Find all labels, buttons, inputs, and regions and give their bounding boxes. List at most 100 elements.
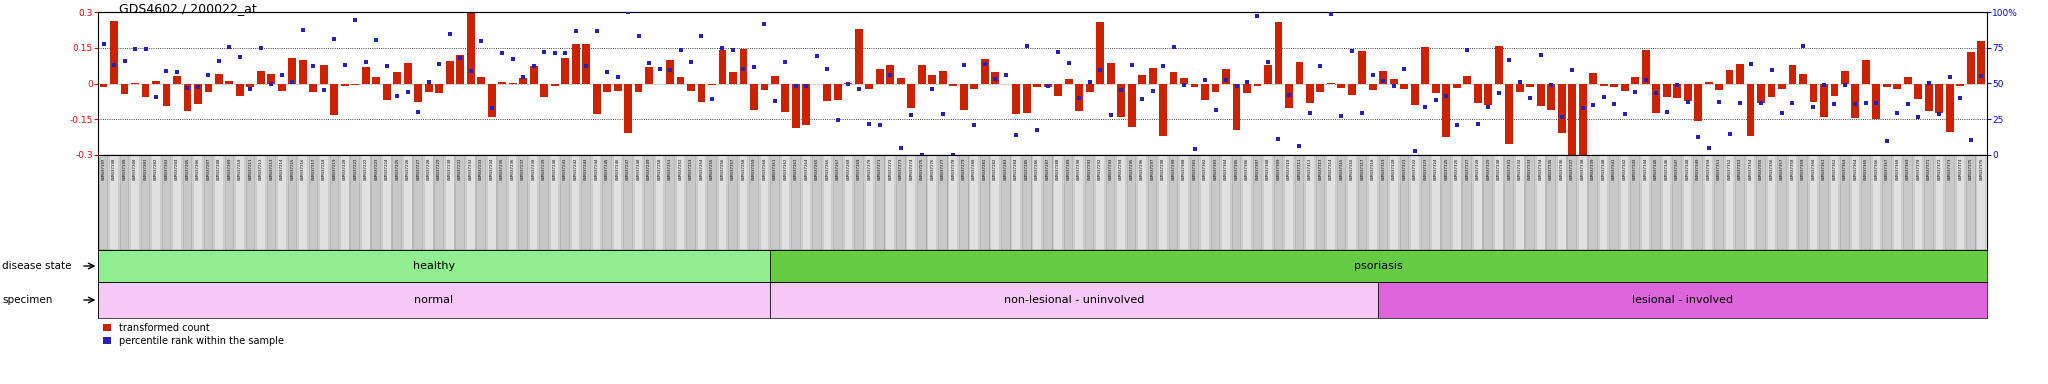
Point (88, 41, 121, 47)
Bar (1483, 155, 1493, 250)
Text: GSM337238: GSM337238 (532, 158, 537, 180)
Point (193, 72, 225, 78)
Bar (1296, 62, 1303, 83)
Bar (1137, 155, 1147, 250)
Bar (1253, 83, 1262, 86)
Point (1325, 113, 1358, 119)
Text: GSM337344: GSM337344 (1645, 158, 1649, 180)
Bar (457, 55, 465, 83)
Point (496, 56, 528, 62)
Text: GSM337237: GSM337237 (520, 158, 524, 180)
Bar (612, 155, 623, 250)
Point (1272, 93, 1305, 99)
Point (1020, 127, 1053, 133)
Text: GSM337250: GSM337250 (657, 158, 662, 180)
Bar (403, 155, 412, 250)
Bar (373, 77, 381, 83)
Text: GSM337348: GSM337348 (1686, 158, 1690, 180)
Text: GSM337368: GSM337368 (1894, 158, 1898, 180)
Text: GSM337336: GSM337336 (1561, 158, 1565, 180)
Bar (1663, 83, 1671, 97)
Bar (1653, 83, 1661, 113)
Bar (854, 28, 862, 83)
Point (287, 27, 319, 33)
Point (1210, 77, 1243, 83)
Bar (414, 83, 422, 102)
Point (1440, 122, 1473, 128)
Point (643, 66, 676, 72)
Bar (1915, 83, 1923, 99)
Point (915, 86, 948, 92)
Bar (864, 155, 874, 250)
Bar (866, 83, 872, 89)
Point (580, 28, 612, 34)
Point (1577, 101, 1610, 108)
Bar (1559, 83, 1565, 133)
Point (1315, 11, 1348, 17)
Point (1776, 100, 1808, 106)
Bar (1085, 155, 1094, 250)
Text: GSM337322: GSM337322 (1413, 158, 1417, 180)
Point (674, 59, 707, 65)
Text: GSM337357: GSM337357 (1780, 158, 1784, 180)
Point (1346, 110, 1378, 116)
Bar (455, 155, 465, 250)
Point (1640, 89, 1673, 96)
Bar (834, 155, 842, 250)
Bar (1001, 155, 1010, 250)
Text: GSM337316: GSM337316 (1350, 158, 1354, 180)
Bar (1442, 83, 1450, 137)
Text: GSM337284: GSM337284 (1014, 158, 1018, 180)
Point (1241, 13, 1274, 19)
Bar (434, 155, 444, 250)
Bar (1200, 83, 1208, 100)
Point (1294, 109, 1327, 116)
Bar (1190, 155, 1200, 250)
Bar (1778, 155, 1786, 250)
Bar (1243, 83, 1251, 93)
Bar (1305, 155, 1315, 250)
Text: GSM337273: GSM337273 (899, 158, 903, 180)
Text: GSM337305: GSM337305 (1235, 158, 1239, 180)
Bar (184, 83, 190, 111)
Text: GSM337375: GSM337375 (1968, 158, 1972, 180)
Point (1137, 88, 1169, 94)
Point (1681, 134, 1714, 140)
Text: GSM337199: GSM337199 (123, 158, 127, 180)
Point (1221, 83, 1253, 89)
Bar (1065, 79, 1073, 83)
Point (821, 117, 854, 123)
Bar (666, 155, 676, 250)
Point (1892, 101, 1925, 107)
Point (1903, 114, 1935, 120)
Bar (1284, 83, 1292, 108)
Bar (1378, 155, 1389, 250)
Point (612, 9, 645, 15)
Point (328, 61, 360, 68)
Bar (1831, 83, 1839, 96)
Bar (1452, 83, 1460, 88)
Text: GSM337218: GSM337218 (322, 158, 326, 180)
Text: GSM337204: GSM337204 (174, 158, 178, 180)
Text: GSM337321: GSM337321 (1403, 158, 1407, 180)
Bar (1829, 155, 1839, 250)
Text: GSM337312: GSM337312 (1309, 158, 1313, 180)
Bar (897, 78, 905, 83)
Text: GSM337246: GSM337246 (616, 158, 621, 180)
Bar (823, 83, 831, 101)
Point (1231, 79, 1264, 85)
Bar (1462, 155, 1473, 250)
Bar (330, 83, 338, 116)
Bar (287, 155, 297, 250)
Bar (1495, 46, 1503, 83)
Bar (1169, 155, 1178, 250)
Bar (614, 83, 621, 91)
Point (926, 111, 958, 118)
Point (1462, 121, 1495, 127)
Text: GSM337296: GSM337296 (1141, 158, 1145, 180)
Bar (1757, 83, 1765, 103)
Bar (1096, 155, 1106, 250)
Bar (1368, 155, 1378, 250)
Point (1094, 112, 1126, 118)
Point (129, 46, 162, 53)
